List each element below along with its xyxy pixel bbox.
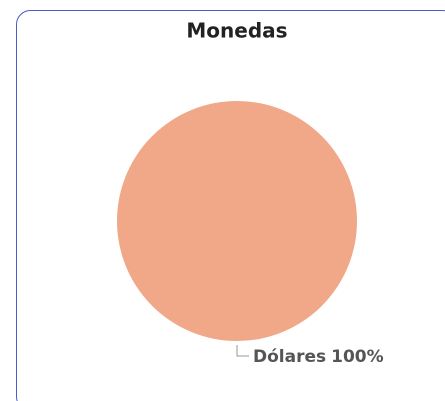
data-label-value: 100% [331, 347, 384, 367]
data-label-category: Dólares [253, 347, 326, 367]
chart-title: Monedas [186, 19, 287, 43]
leader-line [236, 345, 249, 357]
data-label: Dólares 100% [253, 347, 384, 367]
pie-slice [117, 101, 357, 341]
